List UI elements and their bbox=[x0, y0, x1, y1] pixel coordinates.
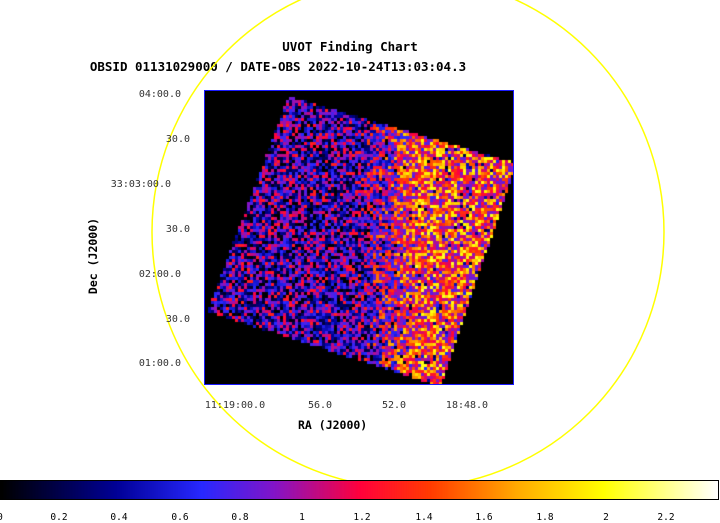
colorbar-tick: 1.8 bbox=[536, 512, 554, 523]
colorbar-tick: 1.6 bbox=[475, 512, 493, 523]
colorbar-tick: 0.6 bbox=[171, 512, 189, 523]
colorbar-tick: 0 bbox=[0, 512, 20, 523]
chart-subtitle: OBSID 01131029000 / DATE-OBS 2022-10-24T… bbox=[89, 59, 467, 74]
dec-tick: 02:00.0 bbox=[138, 269, 181, 280]
dec-tick: 30.0 bbox=[165, 224, 190, 235]
ra-tick: 56.0 bbox=[307, 400, 333, 411]
ra-tick: 18:48.0 bbox=[445, 400, 489, 411]
colorbar-tick: 2.2 bbox=[657, 512, 675, 523]
y-axis-label: Dec (J2000) bbox=[86, 217, 100, 295]
dec-tick: 04:00.0 bbox=[138, 89, 181, 100]
x-axis-label: RA (J2000) bbox=[298, 418, 368, 432]
colorbar-tick: 0.2 bbox=[50, 512, 68, 523]
colorbar-tick: 1.4 bbox=[415, 512, 433, 523]
exposure-map bbox=[205, 91, 513, 384]
colorbar-tick: 1.2 bbox=[353, 512, 371, 523]
sky-image[interactable] bbox=[204, 90, 514, 385]
ra-tick: 11:19:00.0 bbox=[204, 400, 266, 411]
dec-tick: 30.0 bbox=[165, 134, 190, 145]
colorbar-tick: 1 bbox=[299, 512, 305, 523]
chart-title: UVOT Finding Chart bbox=[282, 39, 418, 54]
dec-tick: 30.0 bbox=[165, 314, 190, 325]
colorbar-tick: 0.4 bbox=[110, 512, 128, 523]
dec-tick: 01:00.0 bbox=[138, 358, 181, 369]
ra-tick: 52.0 bbox=[381, 400, 407, 411]
colorbar-tick: 2 bbox=[603, 512, 609, 523]
colorbar bbox=[0, 480, 719, 500]
dec-tick: 33:03:00.0 bbox=[110, 179, 171, 190]
colorbar-tick: 0.8 bbox=[231, 512, 249, 523]
